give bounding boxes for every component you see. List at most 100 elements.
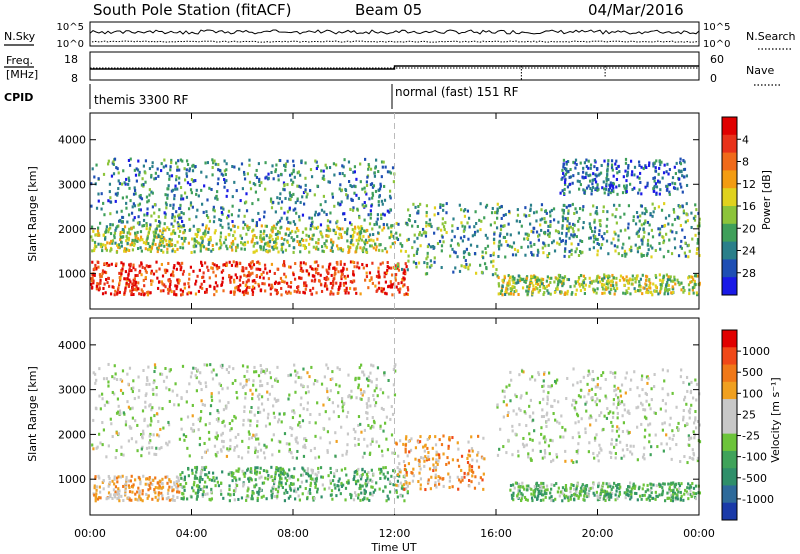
power-pixel bbox=[544, 244, 547, 248]
velocity-pixel bbox=[402, 460, 406, 464]
velocity-pixel bbox=[403, 487, 406, 491]
power-pixel bbox=[132, 266, 135, 270]
power-pixel bbox=[617, 234, 620, 238]
power-pixel bbox=[501, 293, 504, 297]
velocity-pixel bbox=[366, 477, 369, 481]
velocity-pixel bbox=[246, 489, 249, 493]
velocity-pixel bbox=[272, 486, 275, 490]
velocity-pixel bbox=[268, 475, 272, 479]
power-pixel bbox=[227, 222, 230, 226]
power-pixel bbox=[189, 291, 193, 295]
power-pixel bbox=[293, 175, 296, 179]
velocity-pixel bbox=[306, 469, 309, 473]
power-pixel bbox=[577, 276, 581, 280]
power-pixel bbox=[137, 215, 140, 219]
power-pixel bbox=[332, 266, 335, 270]
power-pixel bbox=[127, 176, 130, 180]
power-pixel bbox=[567, 169, 570, 173]
power-pixel bbox=[365, 228, 368, 232]
power-pixel bbox=[580, 240, 584, 244]
power-pixel bbox=[187, 291, 190, 295]
velocity-pixel bbox=[404, 443, 407, 447]
power-pixel bbox=[511, 275, 515, 279]
velocity-pixel bbox=[575, 494, 578, 498]
velocity-pixel bbox=[637, 487, 641, 491]
velocity-pixel bbox=[122, 498, 125, 502]
power-pixel bbox=[327, 277, 330, 281]
power-pixel bbox=[562, 211, 565, 215]
velocity-pixel bbox=[397, 484, 400, 488]
power-pixel bbox=[616, 192, 619, 196]
power-pixel bbox=[654, 169, 658, 173]
power-pixel bbox=[433, 213, 436, 217]
power-pixel bbox=[298, 290, 301, 294]
velocity-pixel bbox=[138, 389, 141, 393]
power-pixel bbox=[463, 225, 467, 229]
velocity-pixel bbox=[248, 479, 251, 483]
velocity-pixel bbox=[672, 481, 675, 485]
power-pixel bbox=[563, 174, 566, 178]
power-pixel bbox=[536, 277, 540, 281]
velocity-pixel bbox=[558, 494, 561, 498]
velocity-pixel bbox=[329, 377, 332, 381]
nave-tick-top: 60 bbox=[710, 53, 724, 66]
velocity-pixel bbox=[271, 478, 274, 482]
power-pixel bbox=[358, 216, 361, 220]
power-pixel bbox=[587, 159, 590, 163]
velocity-pixel bbox=[296, 478, 300, 482]
velocity-pixel bbox=[146, 482, 150, 486]
power-pixel bbox=[504, 289, 508, 293]
power-pixel bbox=[605, 184, 608, 188]
power-pixel bbox=[605, 274, 608, 278]
power-pixel bbox=[425, 257, 428, 261]
power-pixel bbox=[375, 274, 379, 278]
power-pixel bbox=[354, 185, 357, 189]
power-pixel bbox=[578, 284, 582, 288]
power-pixel bbox=[290, 172, 293, 176]
power-pixel bbox=[569, 175, 573, 179]
power-pixel bbox=[604, 285, 608, 289]
power-pixel bbox=[371, 185, 375, 189]
velocity-pixel bbox=[301, 466, 304, 470]
power-pixel bbox=[641, 292, 644, 296]
power-pixel bbox=[330, 273, 333, 277]
power-pixel bbox=[246, 172, 250, 176]
velocity-pixel bbox=[673, 491, 677, 495]
power-pixel bbox=[406, 268, 409, 272]
power-pixel bbox=[221, 212, 224, 216]
velocity-pixel bbox=[201, 466, 204, 470]
power-pixel bbox=[185, 168, 188, 172]
power-pixel bbox=[283, 211, 286, 215]
power-pixel bbox=[543, 291, 546, 295]
velocity-pixel bbox=[230, 473, 233, 477]
velocity-pixel bbox=[298, 498, 302, 502]
power-pixel bbox=[310, 279, 314, 283]
velocity-pixel bbox=[394, 369, 397, 373]
power-pixel bbox=[480, 219, 483, 223]
velocity-pixel bbox=[109, 493, 112, 497]
velocity-pixel bbox=[329, 471, 333, 475]
power-pixel bbox=[538, 233, 541, 237]
velocity-pixel bbox=[623, 491, 626, 495]
power-pixel bbox=[102, 286, 105, 290]
velocity-pixel bbox=[575, 485, 578, 489]
velocity-pixel bbox=[116, 480, 119, 484]
power-pixel bbox=[336, 225, 339, 229]
power-pixel bbox=[567, 226, 570, 230]
power-pixel bbox=[341, 248, 345, 252]
velocity-pixel bbox=[151, 446, 154, 450]
velocity-pixel bbox=[144, 405, 147, 409]
velocity-pixel bbox=[227, 448, 230, 452]
power-pixel bbox=[92, 273, 95, 277]
power-pixel bbox=[572, 222, 575, 226]
power-pixel bbox=[540, 282, 544, 286]
power-pixel bbox=[671, 230, 674, 234]
velocity-pixel bbox=[181, 471, 184, 475]
velocity-pixel bbox=[287, 474, 290, 478]
power-pixel bbox=[379, 262, 382, 266]
velocity-pixel bbox=[294, 373, 298, 377]
velocity-pixel bbox=[695, 492, 698, 496]
power-pixel bbox=[566, 216, 569, 220]
power-pixel bbox=[398, 233, 402, 237]
velocity-pixel bbox=[154, 486, 157, 490]
